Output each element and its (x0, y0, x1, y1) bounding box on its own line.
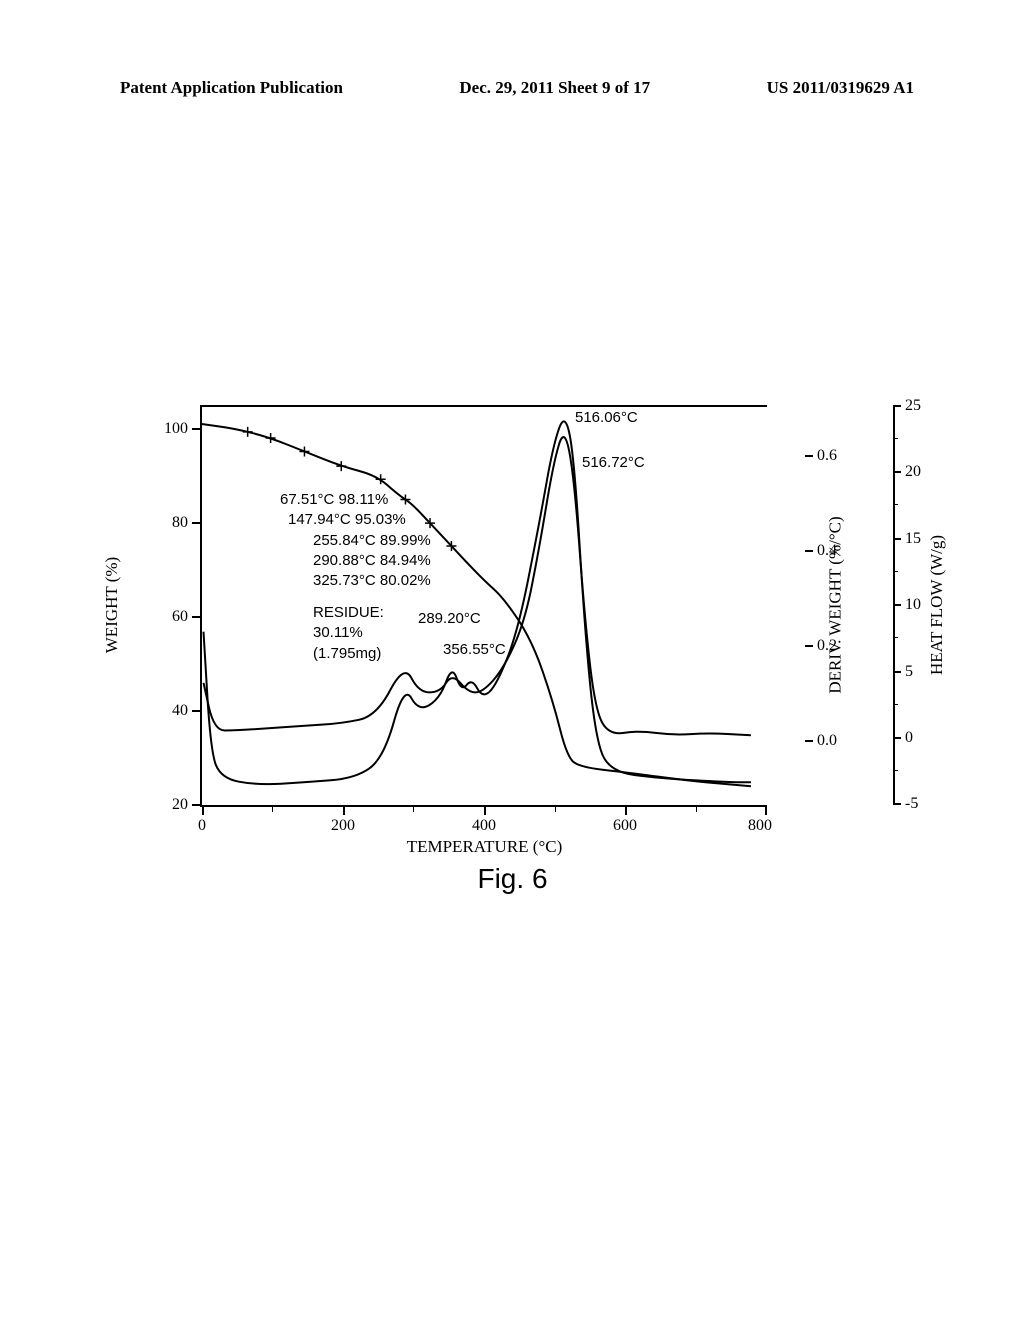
peak1-annotation: 289.20°C (418, 609, 481, 629)
y-axis-right2: -5 0 5 10 15 20 25 (893, 405, 895, 805)
y-left-tick-20: 20 (172, 796, 188, 814)
y-r2-20: 20 (905, 463, 921, 481)
y-axis-right1: 0.0 0.2 0.4 0.6 (805, 405, 807, 805)
header-right: US 2011/0319629 A1 (767, 78, 914, 98)
y-left-tick-80: 80 (172, 514, 188, 532)
tga-dsc-chart: WEIGHT (%) 20 40 60 80 100 0 200 400 600… (130, 395, 895, 900)
wt-anno-5: 325.73°C 80.02% (280, 571, 431, 591)
header-left: Patent Application Publication (120, 78, 343, 98)
residue-2: 30.11% (313, 623, 384, 643)
y-r1-0: 0.0 (817, 732, 837, 750)
residue-1: RESIDUE: (313, 603, 384, 623)
peak3a-annotation: 516.06°C (575, 408, 638, 428)
y-left-tick-100: 100 (164, 420, 188, 438)
peak2-annotation: 356.55°C (443, 640, 506, 660)
y-axis-left-title: WEIGHT (%) (102, 557, 122, 653)
y-r2-5: 5 (905, 663, 913, 681)
y-axis-right1-title: DERIV. WEIGHT (%/°C) (825, 516, 845, 693)
x-tick-600: 600 (613, 817, 637, 835)
y-left-tick-60: 60 (172, 608, 188, 626)
residue-3: (1.795mg) (313, 644, 384, 664)
wt-anno-1: 67.51°C 98.11% (280, 490, 431, 510)
y-r2-10: 10 (905, 596, 921, 614)
y-r2-15: 15 (905, 530, 921, 548)
chart-curves (200, 405, 765, 805)
weight-annotations: 67.51°C 98.11% 147.94°C 95.03% 255.84°C … (280, 490, 431, 591)
x-axis-title: TEMPERATURE (°C) (407, 837, 563, 857)
y-r2-0: 0 (905, 729, 913, 747)
header-center: Dec. 29, 2011 Sheet 9 of 17 (459, 78, 650, 98)
y-r2-m5: -5 (905, 795, 918, 813)
x-tick-800: 800 (748, 817, 772, 835)
peak3b-annotation: 516.72°C (582, 453, 645, 473)
y-axis-right2-title: HEAT FLOW (W/g) (927, 535, 947, 675)
wt-anno-2: 147.94°C 95.03% (280, 510, 431, 530)
y-r2-25: 25 (905, 397, 921, 415)
page-header: Patent Application Publication Dec. 29, … (0, 78, 1024, 98)
wt-anno-3: 255.84°C 89.99% (280, 531, 431, 551)
y-left-tick-40: 40 (172, 702, 188, 720)
x-tick-400: 400 (472, 817, 496, 835)
wt-anno-4: 290.88°C 84.94% (280, 551, 431, 571)
figure-label: Fig. 6 (477, 863, 547, 895)
y-r1-06: 0.6 (817, 447, 837, 465)
x-tick-0: 0 (198, 817, 206, 835)
residue-annotation: RESIDUE: 30.11% (1.795mg) (313, 603, 384, 664)
x-tick-200: 200 (331, 817, 355, 835)
